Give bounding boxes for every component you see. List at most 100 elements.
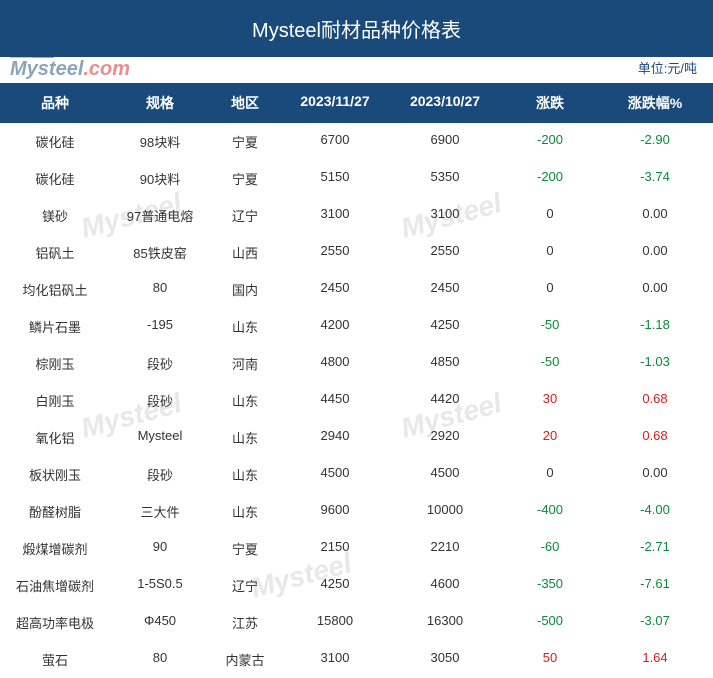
table-row: 均化铝矾土80国内2450245000.00	[0, 271, 713, 308]
cell-product: 白刚玉	[0, 391, 110, 410]
cell-change: -200	[500, 169, 600, 188]
cell-price2: 5350	[390, 169, 500, 188]
cell-change: 20	[500, 428, 600, 447]
cell-spec: 三大件	[110, 502, 210, 521]
cell-spec: Φ450	[110, 613, 210, 632]
cell-product: 煅煤增碳剂	[0, 539, 110, 558]
cell-price1: 4800	[280, 354, 390, 373]
cell-price1: 2450	[280, 280, 390, 299]
table-row: 铝矾土85铁皮窑山西2550255000.00	[0, 234, 713, 271]
cell-price1: 4450	[280, 391, 390, 410]
cell-product: 酚醛树脂	[0, 502, 110, 521]
price-table: 品种 规格 地区 2023/11/27 2023/10/27 涨跌 涨跌幅% 碳…	[0, 83, 713, 678]
cell-region: 江苏	[210, 613, 280, 632]
cell-price2: 3050	[390, 650, 500, 669]
logo-brand: Mysteel	[10, 58, 83, 80]
cell-price2: 4420	[390, 391, 500, 410]
cell-product: 均化铝矾土	[0, 280, 110, 299]
table-row: 石油焦增碳剂1-5S0.5辽宁42504600-350-7.61	[0, 567, 713, 604]
table-body: 碳化硅98块料宁夏67006900-200-2.90碳化硅90块料宁夏51505…	[0, 123, 713, 678]
cell-change: -350	[500, 576, 600, 595]
cell-change: -500	[500, 613, 600, 632]
cell-region: 宁夏	[210, 539, 280, 558]
cell-spec: 98块料	[110, 132, 210, 151]
page-title: Mysteel耐材品种价格表	[0, 0, 713, 57]
unit-label: 单位:元/吨	[638, 58, 697, 77]
table-row: 碳化硅98块料宁夏67006900-200-2.90	[0, 123, 713, 160]
logo-domain: .com	[83, 58, 130, 80]
cell-change: -200	[500, 132, 600, 151]
cell-region: 宁夏	[210, 132, 280, 151]
cell-pct: 0.00	[600, 280, 710, 299]
cell-change: -60	[500, 539, 600, 558]
cell-product: 超高功率电极	[0, 613, 110, 632]
table-row: 板状刚玉段砂山东4500450000.00	[0, 456, 713, 493]
cell-price2: 2210	[390, 539, 500, 558]
cell-spec: 90块料	[110, 169, 210, 188]
table-row: 萤石80内蒙古31003050501.64	[0, 641, 713, 678]
cell-price2: 2920	[390, 428, 500, 447]
col-header-pct: 涨跌幅%	[600, 93, 710, 113]
cell-price2: 2550	[390, 243, 500, 262]
cell-price1: 15800	[280, 613, 390, 632]
cell-spec: 段砂	[110, 465, 210, 484]
cell-region: 山东	[210, 465, 280, 484]
table-row: 鳞片石墨-195山东42004250-50-1.18	[0, 308, 713, 345]
cell-region: 山东	[210, 391, 280, 410]
col-header-date2: 2023/10/27	[390, 93, 500, 113]
cell-product: 萤石	[0, 650, 110, 669]
cell-price1: 4200	[280, 317, 390, 336]
cell-change: -50	[500, 317, 600, 336]
cell-region: 山西	[210, 243, 280, 262]
cell-product: 碳化硅	[0, 132, 110, 151]
cell-region: 辽宁	[210, 206, 280, 225]
cell-region: 河南	[210, 354, 280, 373]
cell-spec: 段砂	[110, 354, 210, 373]
table-row: 碳化硅90块料宁夏51505350-200-3.74	[0, 160, 713, 197]
cell-change: 50	[500, 650, 600, 669]
cell-change: 0	[500, 243, 600, 262]
cell-pct: 0.00	[600, 206, 710, 225]
cell-price2: 3100	[390, 206, 500, 225]
cell-spec: Mysteel	[110, 428, 210, 447]
cell-spec: -195	[110, 317, 210, 336]
cell-pct: -2.71	[600, 539, 710, 558]
table-row: 酚醛树脂三大件山东960010000-400-4.00	[0, 493, 713, 530]
cell-region: 宁夏	[210, 169, 280, 188]
cell-pct: 0.00	[600, 243, 710, 262]
cell-price2: 16300	[390, 613, 500, 632]
cell-change: -400	[500, 502, 600, 521]
cell-price2: 4500	[390, 465, 500, 484]
table-row: 白刚玉段砂山东44504420300.68	[0, 382, 713, 419]
cell-product: 氧化铝	[0, 428, 110, 447]
cell-pct: -3.74	[600, 169, 710, 188]
cell-pct: -7.61	[600, 576, 710, 595]
cell-product: 镁砂	[0, 206, 110, 225]
cell-pct: -1.18	[600, 317, 710, 336]
cell-pct: -2.90	[600, 132, 710, 151]
cell-product: 石油焦增碳剂	[0, 576, 110, 595]
cell-pct: 0.68	[600, 391, 710, 410]
cell-price1: 6700	[280, 132, 390, 151]
cell-price2: 10000	[390, 502, 500, 521]
cell-spec: 段砂	[110, 391, 210, 410]
cell-price1: 2940	[280, 428, 390, 447]
table-row: 氧化铝Mysteel山东29402920200.68	[0, 419, 713, 456]
cell-price1: 3100	[280, 206, 390, 225]
cell-price1: 4500	[280, 465, 390, 484]
cell-spec: 80	[110, 650, 210, 669]
cell-price1: 2150	[280, 539, 390, 558]
cell-pct: 1.64	[600, 650, 710, 669]
cell-spec: 97普通电熔	[110, 206, 210, 225]
table-header-row: 品种 规格 地区 2023/11/27 2023/10/27 涨跌 涨跌幅%	[0, 83, 713, 123]
cell-change: 0	[500, 206, 600, 225]
cell-product: 碳化硅	[0, 169, 110, 188]
cell-product: 铝矾土	[0, 243, 110, 262]
table-row: 镁砂97普通电熔辽宁3100310000.00	[0, 197, 713, 234]
cell-pct: 0.00	[600, 465, 710, 484]
cell-change: 30	[500, 391, 600, 410]
cell-change: -50	[500, 354, 600, 373]
cell-price2: 4850	[390, 354, 500, 373]
cell-region: 辽宁	[210, 576, 280, 595]
cell-spec: 85铁皮窑	[110, 243, 210, 262]
